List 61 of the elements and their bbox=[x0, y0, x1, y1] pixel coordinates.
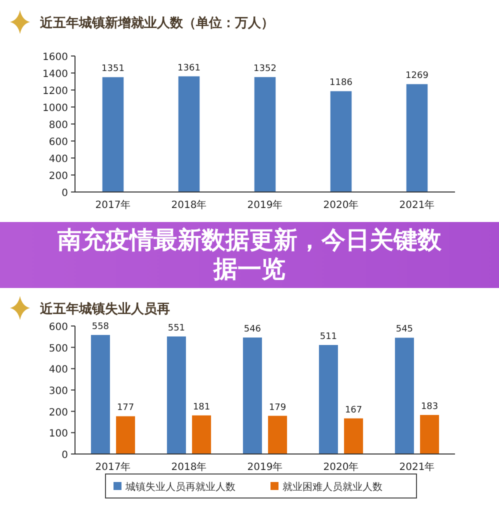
y-tick-label: 400 bbox=[48, 154, 68, 165]
bar bbox=[344, 418, 364, 454]
y-tick-label: 1000 bbox=[42, 103, 68, 114]
bar bbox=[330, 91, 352, 192]
bar bbox=[90, 334, 110, 454]
y-tick-label: 1400 bbox=[42, 69, 68, 80]
legend-label: 就业困难人员就业人数 bbox=[282, 481, 382, 493]
bar bbox=[116, 416, 136, 454]
data-label: 558 bbox=[92, 322, 110, 332]
y-tick-label: 0 bbox=[62, 450, 68, 461]
bar bbox=[318, 344, 338, 454]
y-tick-label: 800 bbox=[48, 120, 68, 131]
y-tick-label: 1600 bbox=[42, 52, 68, 63]
y-tick-label: 400 bbox=[48, 364, 68, 376]
x-tick-label: 2017年 bbox=[95, 199, 131, 211]
data-label: 179 bbox=[268, 402, 286, 413]
y-tick-label: 600 bbox=[48, 322, 68, 333]
y-tick-label: 200 bbox=[48, 171, 68, 182]
bar bbox=[394, 338, 414, 454]
text: 南充疫情最新数据更新，今日关键数据一览 bbox=[0, 222, 499, 288]
y-tick-label: 200 bbox=[48, 407, 68, 418]
chart-title: 近五年城镇失业人员再 bbox=[39, 301, 170, 317]
bar bbox=[178, 76, 200, 192]
y-tick-label: 1200 bbox=[42, 86, 68, 97]
x-tick-label: 2018年 bbox=[171, 461, 207, 473]
x-tick-label: 2021年 bbox=[399, 461, 435, 473]
data-label: 177 bbox=[116, 403, 134, 414]
bar bbox=[192, 415, 212, 454]
legend-label: 城镇失业人员再就业人数 bbox=[124, 481, 236, 493]
x-tick-label: 2020年 bbox=[323, 199, 359, 211]
bar bbox=[102, 77, 124, 192]
data-label: 181 bbox=[192, 402, 210, 412]
data-label: 1352 bbox=[254, 64, 276, 74]
data-label: 1269 bbox=[406, 71, 429, 82]
x-tick-label: 2019年 bbox=[247, 461, 283, 473]
bar bbox=[242, 338, 262, 454]
bar bbox=[166, 336, 186, 454]
y-tick-label: 500 bbox=[48, 343, 68, 354]
x-tick-label: 2020年 bbox=[323, 461, 359, 473]
data-label: 545 bbox=[396, 324, 414, 335]
x-tick-label: 2019年 bbox=[247, 199, 283, 211]
data-label: 1351 bbox=[102, 64, 124, 74]
y-tick-label: 0 bbox=[62, 188, 68, 199]
data-label: 546 bbox=[244, 324, 262, 335]
data-label: 1361 bbox=[178, 63, 200, 74]
bar bbox=[254, 77, 276, 192]
bar bbox=[420, 414, 440, 454]
x-tick-label: 2017年 bbox=[95, 461, 131, 473]
data-label: 551 bbox=[168, 323, 186, 334]
y-tick-label: 100 bbox=[48, 428, 68, 440]
x-tick-label: 2021年 bbox=[399, 199, 435, 211]
x-tick-label: 2018年 bbox=[171, 199, 207, 211]
bar bbox=[406, 84, 428, 192]
chart-title: 近五年城镇新增就业人数（单位：万人） bbox=[39, 15, 274, 31]
bar bbox=[268, 416, 288, 454]
y-tick-label: 600 bbox=[48, 137, 68, 148]
y-tick-label: 300 bbox=[48, 386, 68, 397]
data-label: 1186 bbox=[330, 78, 353, 88]
data-label: 167 bbox=[344, 405, 362, 416]
data-label: 183 bbox=[420, 402, 438, 412]
data-label: 511 bbox=[320, 332, 338, 342]
